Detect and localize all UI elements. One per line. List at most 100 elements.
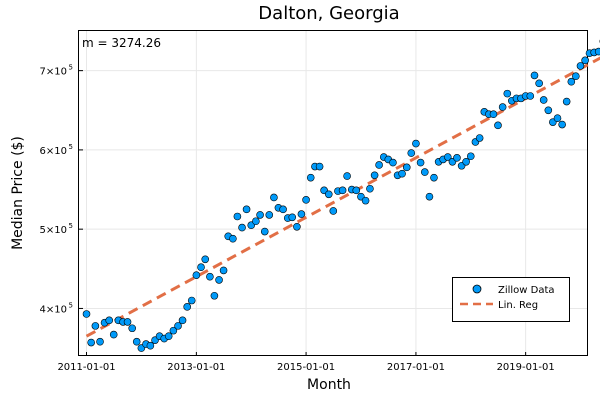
y-axis-title: Median Price ($) bbox=[10, 136, 26, 250]
data-point bbox=[375, 161, 383, 169]
data-point bbox=[398, 169, 406, 178]
data-point bbox=[123, 318, 132, 326]
data-point bbox=[252, 217, 260, 226]
data-point bbox=[412, 139, 420, 148]
data-point bbox=[526, 92, 535, 100]
data-point bbox=[324, 190, 333, 199]
data-point bbox=[306, 173, 315, 182]
data-point bbox=[567, 77, 576, 86]
slope-annotation: m = 3274.26 bbox=[82, 36, 161, 50]
data-point bbox=[389, 158, 397, 167]
data-point bbox=[87, 338, 95, 347]
data-point bbox=[219, 266, 228, 275]
data-point bbox=[146, 341, 155, 350]
data-point bbox=[238, 223, 246, 232]
data-point bbox=[594, 47, 600, 56]
data-point bbox=[105, 316, 114, 325]
data-point bbox=[91, 322, 100, 330]
data-point bbox=[462, 157, 470, 166]
data-point bbox=[210, 291, 219, 300]
x-tick-label: 2019-01-01 bbox=[497, 362, 555, 373]
data-point bbox=[416, 158, 425, 167]
data-point bbox=[206, 272, 214, 281]
y-axis: 4×10 55×10 56×10 57×10 5 bbox=[40, 64, 83, 315]
data-point bbox=[270, 193, 278, 202]
data-point bbox=[260, 227, 269, 236]
data-point bbox=[366, 184, 374, 193]
data-point bbox=[109, 330, 118, 339]
data-point bbox=[169, 326, 178, 335]
data-point bbox=[494, 121, 502, 130]
data-point bbox=[302, 196, 310, 204]
data-point bbox=[581, 56, 589, 65]
data-point bbox=[233, 212, 242, 221]
data-point bbox=[279, 205, 287, 214]
y-tick-exponent: 5 bbox=[69, 222, 73, 230]
y-tick-label: 7×10 bbox=[40, 67, 67, 78]
data-point bbox=[453, 154, 461, 162]
x-tick-label: 2017-01-01 bbox=[387, 362, 445, 373]
x-tick-label: 2015-01-01 bbox=[277, 362, 335, 373]
data-point bbox=[503, 89, 512, 98]
regression-line bbox=[85, 56, 600, 338]
legend-label-zillow: Zillow Data bbox=[498, 285, 555, 296]
legend: Zillow Data Lin. Reg bbox=[452, 277, 570, 322]
data-point bbox=[174, 322, 182, 330]
y-tick-base: 6×10 bbox=[40, 146, 67, 157]
y-tick-label: 5×10 bbox=[40, 225, 67, 236]
data-point bbox=[132, 337, 141, 346]
y-tick-label: 4×10 bbox=[40, 304, 67, 315]
data-point bbox=[82, 310, 91, 318]
data-point bbox=[489, 110, 498, 119]
data-point bbox=[572, 72, 580, 80]
y-tick-label: 6×10 bbox=[40, 146, 67, 157]
y-tick-base: 7×10 bbox=[40, 67, 67, 78]
data-point bbox=[297, 210, 306, 218]
legend-box bbox=[452, 277, 570, 322]
x-tick-label: 2013-01-01 bbox=[167, 362, 225, 373]
plot-frame bbox=[78, 30, 588, 356]
data-point bbox=[562, 97, 571, 106]
data-point bbox=[420, 168, 429, 176]
data-point bbox=[187, 296, 196, 305]
data-point bbox=[553, 114, 562, 122]
data-point bbox=[128, 324, 136, 333]
data-point bbox=[498, 103, 507, 111]
y-tick-base: 4×10 bbox=[40, 304, 67, 315]
data-points bbox=[82, 39, 600, 352]
data-point bbox=[178, 316, 187, 325]
data-point bbox=[530, 71, 539, 80]
data-point bbox=[402, 163, 411, 172]
data-point bbox=[201, 255, 210, 264]
data-point bbox=[265, 211, 274, 219]
x-axis: 2011-01-01 2013-01-01 2015-01-01 2017-01-01… bbox=[57, 352, 555, 373]
data-point bbox=[183, 303, 192, 311]
data-point bbox=[370, 171, 379, 180]
regression-layer bbox=[85, 56, 600, 338]
y-tick-exponent: 5 bbox=[69, 64, 73, 72]
data-point bbox=[361, 196, 370, 205]
y-tick-exponent: 5 bbox=[69, 301, 73, 309]
data-point bbox=[539, 96, 548, 104]
data-point bbox=[215, 276, 223, 284]
data-point bbox=[164, 332, 173, 340]
data-point bbox=[466, 152, 475, 161]
data-point bbox=[475, 134, 484, 142]
x-axis-title: Month bbox=[307, 377, 351, 393]
chart-title: Dalton, Georgia bbox=[258, 3, 399, 24]
data-point bbox=[229, 234, 237, 243]
y-tick-exponent: 5 bbox=[69, 143, 73, 151]
data-point bbox=[256, 211, 264, 219]
data-point bbox=[535, 79, 543, 88]
x-tick-label: 2011-01-01 bbox=[57, 362, 115, 373]
data-point bbox=[96, 337, 104, 346]
data-point bbox=[425, 192, 434, 201]
data-point bbox=[343, 172, 351, 180]
data-point bbox=[329, 207, 338, 215]
data-point bbox=[242, 205, 251, 214]
data-point bbox=[293, 222, 301, 231]
grid bbox=[79, 31, 588, 356]
data-point bbox=[197, 263, 205, 272]
data-point bbox=[315, 162, 324, 171]
